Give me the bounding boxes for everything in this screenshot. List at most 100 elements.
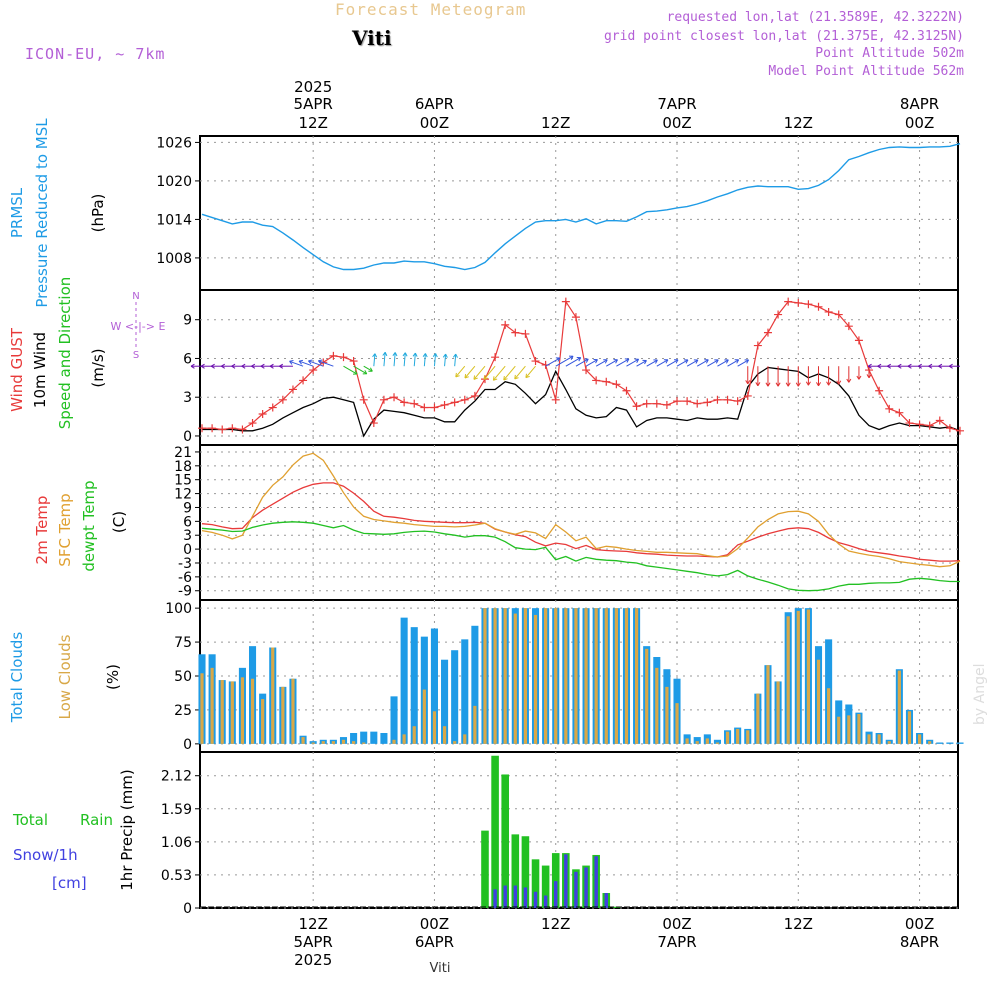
wind-direction-arrow — [696, 359, 709, 367]
wind-arrow-head — [866, 374, 872, 379]
low-cloud-bar — [533, 614, 538, 744]
wind-arrow-head — [836, 380, 842, 385]
wind-gust-point — [956, 426, 964, 435]
wind-direction-arrow — [616, 358, 630, 367]
wind-arrow-head — [210, 363, 215, 369]
low-cloud-bar — [554, 608, 558, 744]
wind-arrow-head — [392, 352, 398, 357]
temp-label-dewpt: dewpt Temp — [80, 480, 98, 571]
ytick-label-wind: 6 — [183, 351, 192, 367]
wind-gust-point — [299, 376, 308, 385]
top-day-label: 8APR — [900, 95, 939, 113]
wind-gust-point — [814, 302, 823, 311]
wind-arrow-head — [928, 363, 933, 369]
total-cloud-bar — [380, 733, 388, 744]
wind-arrow-head — [422, 353, 428, 358]
total-cloud-bar — [936, 742, 944, 744]
wind-gust-point — [743, 391, 752, 400]
low-cloud-bar — [655, 667, 659, 744]
top-hour-label: 12Z — [541, 114, 570, 132]
low-cloud-bar — [604, 608, 608, 744]
wind-arrow-head — [231, 363, 236, 369]
low-cloud-bar — [705, 738, 709, 744]
wind-gust-point — [673, 397, 682, 406]
wind-gust-point — [369, 419, 378, 428]
rain-bar — [501, 774, 509, 908]
low-cloud-bar — [210, 667, 214, 744]
wind-arrow-head — [775, 382, 781, 387]
wind-arrow-head — [816, 382, 821, 387]
low-cloud-bar — [281, 686, 285, 744]
wind-gust-point — [784, 297, 793, 306]
wind-direction-arrow — [413, 353, 416, 367]
bottom-day-label: 5APR — [294, 933, 333, 951]
wind-gust-point — [905, 419, 914, 428]
low-cloud-bar — [412, 726, 416, 744]
compass-ew: W <-|-> E — [111, 320, 166, 333]
wind-gust-point — [208, 424, 217, 433]
wind-gust-point — [511, 328, 520, 337]
wind-direction-arrow — [464, 365, 476, 379]
ytick-label-precip: 1.59 — [161, 802, 192, 818]
wind-arrow-head — [785, 382, 791, 387]
snow-bar — [554, 881, 558, 908]
wind-direction-arrow — [575, 358, 589, 367]
low-cloud-bar — [473, 705, 477, 744]
wind-arrow-head — [938, 363, 943, 369]
cloud-label-low: Low Clouds — [56, 634, 74, 719]
wind-gust-point — [834, 310, 843, 319]
wind-speed-line — [202, 366, 961, 438]
wind-direction-arrow — [676, 359, 689, 367]
wind-arrow-head — [867, 363, 872, 369]
top-hour-label: 12Z — [784, 114, 813, 132]
footer-location: Viti — [430, 961, 451, 976]
wind-arrow-head — [464, 373, 469, 379]
wind-arrow-head — [269, 363, 274, 369]
wind-direction-arrow — [514, 365, 526, 380]
wind-direction-arrow — [646, 359, 658, 367]
wind-arrow-head — [744, 359, 750, 364]
wind-gust-point — [915, 420, 924, 429]
snow-bar — [503, 885, 507, 908]
wind-arrow-head — [846, 378, 852, 383]
wind-gust-point — [551, 395, 560, 404]
top-hour-label: 00Z — [662, 114, 691, 132]
wind-arrow-head — [653, 359, 658, 364]
snow-bar — [513, 885, 518, 908]
wind-gust-point — [238, 425, 247, 434]
wind-arrow-head — [200, 363, 205, 369]
wind-direction-arrow — [545, 357, 561, 367]
wind-gust-point — [288, 385, 297, 394]
total-cloud-bar — [390, 696, 398, 744]
grid-point-coords: grid point closest lon,lat (21.375E, 42.… — [603, 29, 964, 44]
wind-arrow-head — [251, 363, 256, 369]
wind-gust-point — [592, 376, 601, 385]
wind-arrow-head — [805, 381, 811, 386]
low-cloud-bar — [736, 728, 740, 744]
wind-arrow-head — [190, 363, 195, 369]
wind-direction-arrow — [444, 354, 447, 367]
wind-gust-point — [774, 310, 783, 319]
wind-arrow-head — [514, 374, 519, 380]
ytick-label-temperature: 6 — [183, 514, 192, 530]
wind-arrow-head — [382, 351, 388, 357]
sfc-temp-line — [201, 452, 961, 568]
wind-gust-point — [501, 320, 510, 329]
wind-direction-arrow — [503, 365, 516, 381]
wind-direction-arrow — [483, 365, 496, 380]
wind-arrow-head — [289, 360, 294, 365]
wind-arrow-head — [642, 359, 647, 365]
bottom-day-label: 6APR — [415, 933, 454, 951]
wind-gust-point — [379, 395, 388, 404]
total-cloud-bar — [410, 627, 418, 744]
wind-arrow-head — [918, 363, 922, 369]
wind-direction-arrow — [656, 359, 669, 367]
wind-direction-arrow — [298, 360, 314, 367]
low-cloud-bar — [715, 742, 720, 744]
total-cloud-bar — [400, 617, 408, 744]
wind-arrow-head — [877, 363, 882, 369]
pressure-label-1: PRMSL — [8, 187, 26, 238]
wind-direction-arrow — [318, 360, 334, 367]
low-cloud-bar — [624, 608, 629, 744]
top-hour-label: 12Z — [298, 114, 327, 132]
